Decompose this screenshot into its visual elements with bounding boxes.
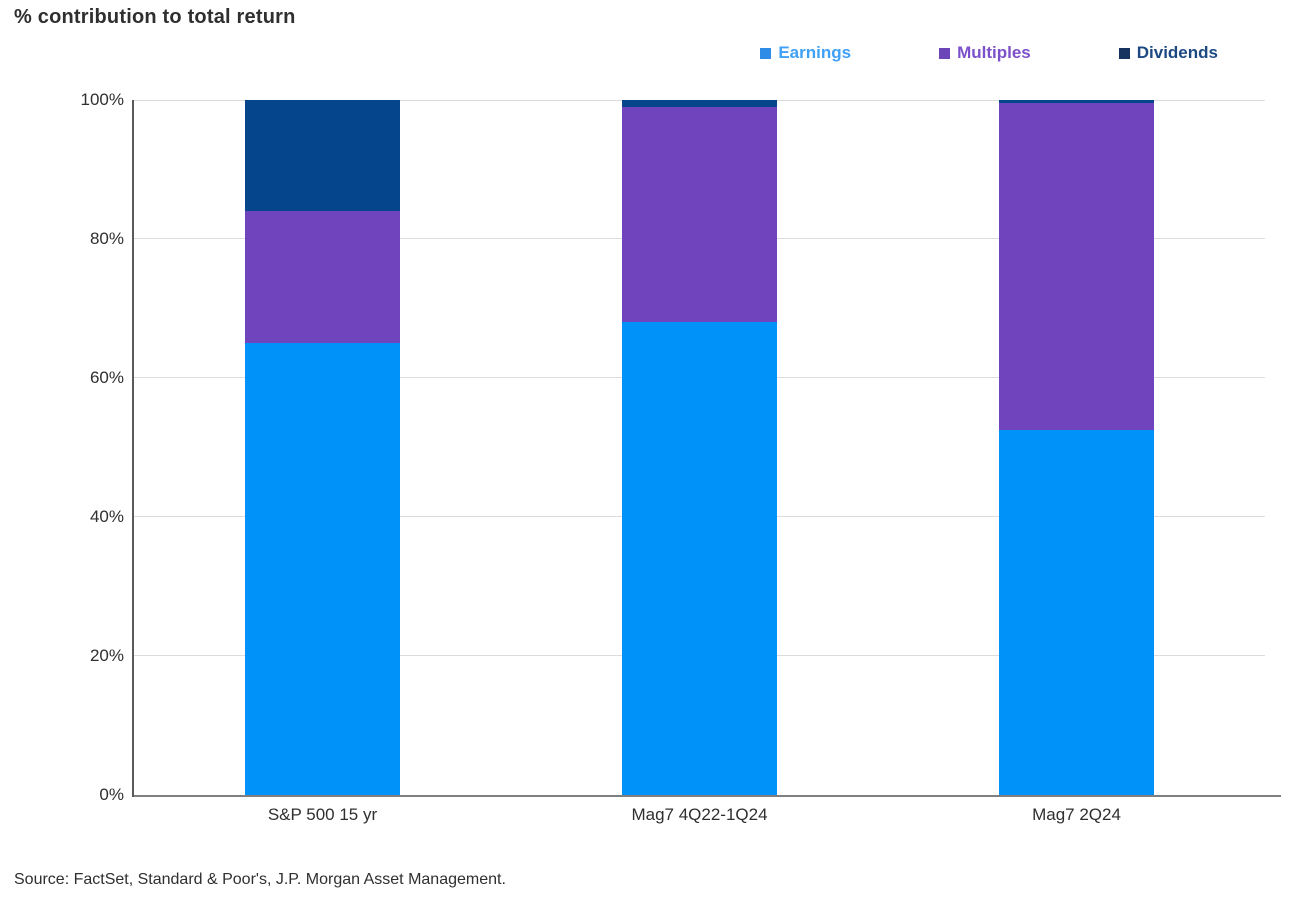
y-axis: 0% 20% 40% 60% 80% 100%	[0, 90, 124, 804]
x-axis-line	[134, 795, 1281, 797]
segment-multiples	[999, 103, 1154, 431]
segment-dividends	[999, 100, 1154, 104]
y-tick-label-0: 0%	[99, 785, 124, 804]
y-tick-label-100: 100%	[80, 90, 124, 109]
bar-sp500-15yr	[245, 100, 400, 795]
y-tick-label-40: 40%	[89, 507, 124, 526]
chart-title: % contribution to total return	[14, 6, 296, 28]
legend-item-earnings: Earnings	[760, 43, 851, 63]
legend-item-multiples: Multiples	[939, 43, 1031, 63]
y-axis-line	[132, 100, 134, 797]
x-axis-label-mag7-2q24: Mag7 2Q24	[1032, 805, 1121, 824]
earnings-swatch-icon	[760, 47, 772, 59]
multiples-swatch-icon	[939, 47, 951, 59]
bar-slot-mag7-2q24: Mag7 2Q24	[888, 100, 1265, 824]
source-text: Source: FactSet, Standard & Poor's, J.P.…	[14, 871, 506, 888]
y-tick-label-60: 60%	[89, 368, 124, 387]
bars-row: S&P 500 15 yr Mag7 4Q22-1Q24 Mag7 2Q24	[134, 100, 1265, 824]
bar-slot-sp500-15yr: S&P 500 15 yr	[134, 100, 511, 824]
bar-mag7-2q24	[999, 100, 1154, 795]
segment-earnings	[245, 343, 400, 795]
segment-dividends	[622, 100, 777, 107]
y-tick-label-80: 80%	[89, 229, 124, 248]
segment-earnings	[622, 322, 777, 795]
segment-multiples	[245, 211, 400, 344]
x-axis-label-mag7-4q22-1q24: Mag7 4Q22-1Q24	[631, 805, 768, 824]
plot-area: S&P 500 15 yr Mag7 4Q22-1Q24 Mag7 2Q24	[132, 100, 1281, 824]
y-tick-label-20: 20%	[89, 646, 124, 665]
dividends-swatch-icon	[1118, 47, 1130, 59]
segment-multiples	[622, 106, 777, 323]
segment-dividends	[245, 100, 400, 212]
legend-item-dividends: Dividends	[1118, 43, 1218, 63]
legend-label-multiples: Multiples	[957, 43, 1031, 62]
bar-mag7-4q22-1q24	[622, 100, 777, 795]
x-axis-label-sp500-15yr: S&P 500 15 yr	[267, 805, 378, 824]
bar-slot-mag7-4q22-1q24: Mag7 4Q22-1Q24	[511, 100, 888, 824]
chart-legend: Earnings Multiples Dividends	[760, 43, 1218, 63]
segment-earnings	[999, 430, 1154, 795]
legend-label-dividends: Dividends	[1136, 43, 1218, 62]
legend-label-earnings: Earnings	[778, 43, 852, 62]
